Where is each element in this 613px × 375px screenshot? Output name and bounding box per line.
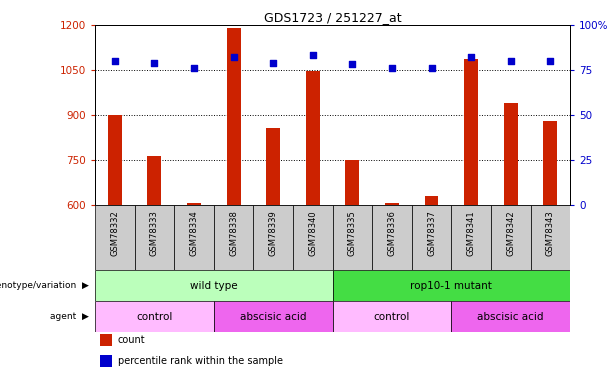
Bar [425, 196, 438, 205]
Point [229, 54, 238, 60]
Bar [332, 205, 372, 270]
Text: GSM78334: GSM78334 [189, 210, 199, 256]
Bar [95, 301, 214, 332]
Point [427, 65, 436, 71]
Title: GDS1723 / 251227_at: GDS1723 / 251227_at [264, 10, 402, 24]
Point [189, 65, 199, 71]
Bar [491, 205, 530, 270]
Point [308, 53, 318, 58]
Point [110, 58, 120, 64]
Bar [214, 205, 253, 270]
Text: wild type: wild type [190, 281, 238, 291]
Point [268, 60, 278, 66]
Bar [412, 205, 451, 270]
Point [348, 62, 357, 68]
Text: control: control [136, 312, 173, 321]
Bar [148, 156, 161, 205]
Text: control: control [374, 312, 410, 321]
Bar [464, 59, 478, 205]
Text: GSM78333: GSM78333 [150, 210, 159, 256]
Bar [108, 115, 122, 205]
Text: genotype/variation  ▶: genotype/variation ▶ [0, 281, 89, 290]
Point [506, 58, 516, 64]
Bar [385, 203, 399, 205]
Bar [543, 122, 557, 205]
Text: abscisic acid: abscisic acid [478, 312, 544, 321]
Bar [266, 128, 280, 205]
Bar [227, 28, 240, 205]
Text: GSM78337: GSM78337 [427, 210, 436, 256]
Bar [135, 205, 174, 270]
Bar [451, 301, 570, 332]
Text: GSM78341: GSM78341 [466, 210, 476, 256]
Bar [100, 334, 112, 346]
Point [466, 54, 476, 60]
Bar [174, 205, 214, 270]
Bar [214, 301, 332, 332]
Text: abscisic acid: abscisic acid [240, 312, 306, 321]
Text: GSM78342: GSM78342 [506, 210, 515, 256]
Point [387, 65, 397, 71]
Text: GSM78338: GSM78338 [229, 210, 238, 256]
Bar [100, 355, 112, 367]
Bar [306, 71, 320, 205]
Text: GSM78339: GSM78339 [268, 210, 278, 256]
Text: rop10-1 mutant: rop10-1 mutant [410, 281, 492, 291]
Text: GSM78340: GSM78340 [308, 210, 318, 256]
Bar [530, 205, 570, 270]
Text: agent  ▶: agent ▶ [50, 312, 89, 321]
Bar [253, 205, 293, 270]
Bar [332, 270, 570, 301]
Bar [187, 203, 201, 205]
Text: GSM78335: GSM78335 [348, 210, 357, 256]
Bar [372, 205, 412, 270]
Bar [345, 160, 359, 205]
Bar [293, 205, 332, 270]
Text: GSM78336: GSM78336 [387, 210, 397, 256]
Point [546, 58, 555, 64]
Text: count: count [118, 335, 145, 345]
Bar [332, 301, 451, 332]
Text: GSM78332: GSM78332 [110, 210, 120, 256]
Point [150, 60, 159, 66]
Text: percentile rank within the sample: percentile rank within the sample [118, 356, 283, 366]
Bar [504, 103, 517, 205]
Bar [451, 205, 491, 270]
Bar [95, 205, 135, 270]
Bar [95, 270, 332, 301]
Text: GSM78343: GSM78343 [546, 210, 555, 256]
